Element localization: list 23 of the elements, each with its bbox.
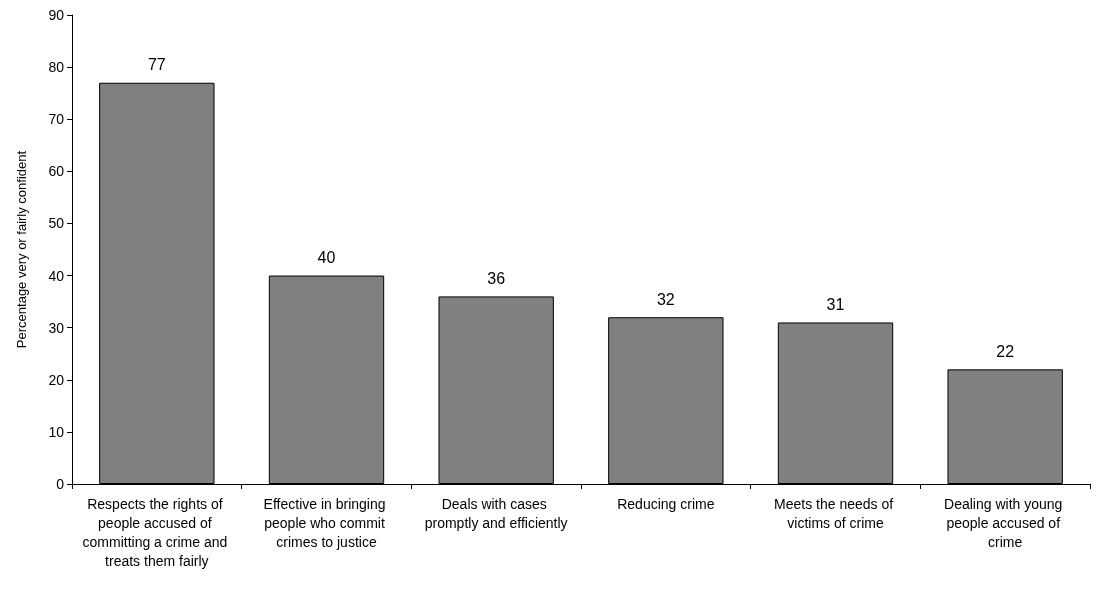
data-label: 36	[487, 269, 506, 287]
x-tick-label: Reducing crime	[617, 495, 715, 512]
data-label: 77	[147, 56, 166, 74]
data-label: 32	[656, 290, 675, 308]
y-tick-label: 20	[48, 371, 65, 388]
y-tick-label: 50	[48, 215, 65, 232]
y-tick-label: 10	[48, 423, 65, 440]
y-axis-title: Percentage very or fairly confident	[14, 150, 29, 349]
x-tick-label: Respects the rights of people accused of committing a crime and treats them fairly	[82, 495, 232, 569]
y-tick-label: 40	[48, 267, 65, 284]
y-tick-label: 0	[56, 476, 65, 492]
x-tick-label: Meets the needs of victims of crime	[774, 495, 897, 531]
y-tick-label: 90	[48, 7, 65, 23]
y-tick-label: 80	[48, 59, 65, 76]
data-label: 22	[996, 342, 1015, 360]
data-label: 40	[317, 249, 336, 267]
x-tick-label: Dealing with young people accused of crime	[944, 495, 1067, 550]
x-tick-label: Effective in bringing people who commit crimes to justice	[263, 495, 390, 550]
y-tick-label: 30	[48, 319, 65, 336]
x-tick-label: Deals with cases promptly and efficiently	[424, 495, 568, 531]
y-tick-label: 70	[48, 111, 65, 128]
y-tick-label: 60	[48, 163, 65, 180]
data-label: 31	[826, 295, 845, 313]
